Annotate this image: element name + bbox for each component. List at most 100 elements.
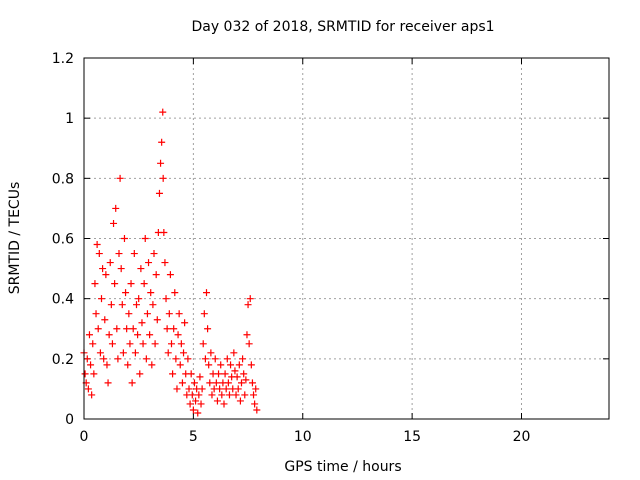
data-point bbox=[93, 241, 101, 249]
data-point bbox=[169, 370, 177, 378]
data-point bbox=[216, 385, 224, 393]
data-point bbox=[222, 385, 230, 393]
chart-title: Day 032 of 2018, SRMTID for receiver aps… bbox=[191, 19, 494, 35]
y-tick-label: 0.6 bbox=[52, 232, 74, 248]
y-tick-label: 0.8 bbox=[52, 171, 74, 187]
data-point bbox=[89, 340, 97, 348]
data-point bbox=[245, 340, 253, 348]
data-point bbox=[147, 289, 155, 297]
x-tick-label: 0 bbox=[80, 429, 89, 445]
data-point bbox=[114, 355, 122, 363]
data-point bbox=[84, 385, 92, 393]
y-axis-label: SRMTID / TECUs bbox=[7, 182, 23, 295]
data-point bbox=[159, 108, 167, 116]
data-point bbox=[244, 301, 252, 309]
data-point bbox=[158, 138, 166, 146]
x-tick-label: 20 bbox=[513, 429, 531, 445]
data-point bbox=[199, 340, 207, 348]
data-point bbox=[95, 250, 103, 258]
data-point bbox=[238, 379, 245, 387]
data-point bbox=[105, 331, 113, 339]
data-point bbox=[232, 391, 240, 399]
data-point bbox=[137, 265, 145, 273]
data-point bbox=[233, 373, 241, 381]
data-point bbox=[215, 370, 223, 378]
data-point bbox=[170, 325, 178, 333]
data-point bbox=[241, 391, 249, 399]
data-point bbox=[194, 409, 202, 417]
data-point bbox=[211, 355, 219, 363]
data-point bbox=[234, 385, 242, 393]
data-point bbox=[198, 385, 206, 393]
data-point bbox=[143, 310, 151, 318]
data-point bbox=[110, 219, 118, 227]
data-point bbox=[90, 370, 98, 378]
data-point bbox=[239, 355, 247, 363]
data-point bbox=[104, 379, 112, 387]
data-point bbox=[181, 319, 189, 327]
data-point bbox=[207, 349, 215, 357]
data-point bbox=[92, 310, 100, 318]
data-point bbox=[106, 259, 114, 267]
y-tick-label: 0.4 bbox=[52, 292, 74, 308]
data-point bbox=[127, 280, 135, 288]
data-point bbox=[123, 325, 131, 333]
data-point bbox=[240, 370, 248, 378]
data-point bbox=[81, 370, 89, 378]
data-point bbox=[187, 370, 195, 378]
data-point bbox=[201, 355, 209, 363]
data-point bbox=[98, 295, 105, 303]
data-point bbox=[102, 271, 110, 279]
data-point bbox=[125, 310, 133, 318]
data-point bbox=[225, 391, 233, 399]
data-point bbox=[148, 361, 156, 369]
data-point bbox=[205, 361, 213, 369]
data-point bbox=[221, 370, 229, 378]
data-point bbox=[243, 331, 251, 339]
data-point bbox=[101, 316, 109, 324]
data-point bbox=[206, 379, 214, 387]
data-point bbox=[230, 349, 238, 357]
data-point bbox=[203, 289, 210, 297]
data-point bbox=[212, 379, 220, 387]
y-tick-label: 0 bbox=[65, 412, 74, 428]
data-point bbox=[128, 379, 136, 387]
data-point bbox=[160, 228, 168, 236]
data-point bbox=[151, 340, 159, 348]
data-point bbox=[189, 406, 197, 414]
data-point bbox=[173, 385, 181, 393]
data-point bbox=[88, 391, 96, 399]
data-point bbox=[236, 397, 244, 405]
data-point bbox=[103, 361, 111, 369]
data-point bbox=[131, 349, 139, 357]
data-point bbox=[242, 376, 250, 384]
data-points bbox=[80, 108, 261, 417]
data-point bbox=[141, 235, 149, 242]
y-tick-label: 1 bbox=[65, 111, 74, 127]
data-point bbox=[172, 355, 180, 363]
data-point bbox=[115, 250, 123, 258]
data-point bbox=[213, 397, 221, 405]
data-point bbox=[162, 295, 170, 303]
data-point bbox=[157, 159, 165, 167]
data-point bbox=[159, 174, 167, 182]
data-point bbox=[133, 301, 140, 309]
data-point bbox=[220, 400, 228, 408]
data-point bbox=[150, 250, 158, 258]
data-point bbox=[153, 316, 161, 324]
data-point bbox=[235, 361, 243, 369]
data-point bbox=[196, 373, 204, 381]
data-point bbox=[200, 310, 208, 318]
x-tick-label: 15 bbox=[403, 429, 421, 445]
data-point bbox=[161, 259, 169, 267]
x-tick-label: 5 bbox=[189, 429, 198, 445]
data-point bbox=[126, 340, 134, 348]
data-point bbox=[96, 349, 104, 357]
data-point bbox=[134, 331, 142, 339]
data-point bbox=[166, 271, 174, 279]
data-point bbox=[192, 397, 200, 405]
data-point bbox=[188, 391, 196, 399]
data-point bbox=[227, 361, 235, 369]
data-point bbox=[204, 325, 212, 333]
data-point bbox=[231, 367, 239, 375]
